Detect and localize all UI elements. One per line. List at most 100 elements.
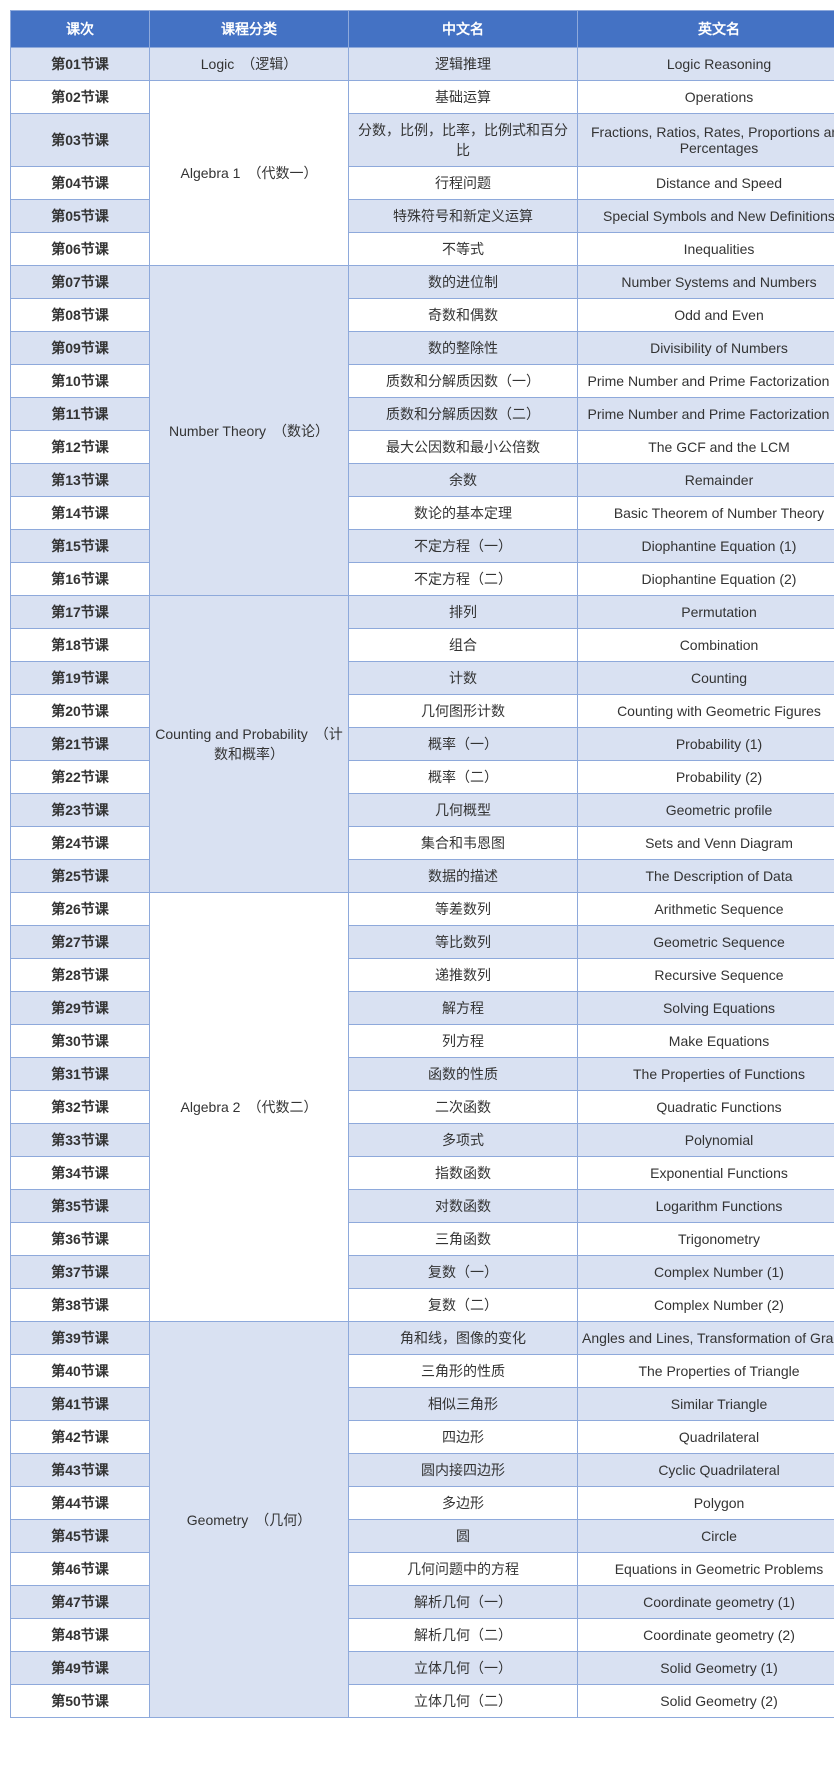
cn-cell: 数的整除性 — [349, 332, 578, 365]
lesson-cell: 第42节课 — [11, 1421, 150, 1454]
cn-cell: 复数（一） — [349, 1256, 578, 1289]
cn-cell: 三角形的性质 — [349, 1355, 578, 1388]
lesson-cell: 第22节课 — [11, 761, 150, 794]
en-cell: Angles and Lines, Transformation of Grap… — [578, 1322, 834, 1355]
table-row: 第14节课数论的基本定理Basic Theorem of Number Theo… — [11, 497, 834, 530]
table-row: 第05节课特殊符号和新定义运算Special Symbols and New D… — [11, 200, 834, 233]
lesson-cell: 第36节课 — [11, 1223, 150, 1256]
en-cell: Permutation — [578, 596, 834, 629]
en-cell: Complex Number (1) — [578, 1256, 834, 1289]
table-row: 第25节课数据的描述The Description of Data — [11, 860, 834, 893]
table-row: 第48节课 解析几何（二）Coordinate geometry (2) — [11, 1619, 834, 1652]
en-cell: Similar Triangle — [578, 1388, 834, 1421]
table-row: 第10节课质数和分解质因数（一）Prime Number and Prime F… — [11, 365, 834, 398]
cn-cell: 多边形 — [349, 1487, 578, 1520]
en-cell: Basic Theorem of Number Theory — [578, 497, 834, 530]
cn-cell: 逻辑推理 — [349, 48, 578, 81]
lesson-cell: 第37节课 — [11, 1256, 150, 1289]
table-body: 第01节课Logic （逻辑）逻辑推理Logic Reasoning第02节课A… — [11, 48, 834, 1718]
en-cell: Logic Reasoning — [578, 48, 834, 81]
table-row: 第03节课分数，比例，比率，比例式和百分比Fractions, Ratios, … — [11, 114, 834, 167]
category-cell: Algebra 2 （代数二） — [150, 893, 349, 1322]
table-row: 第08节课奇数和偶数Odd and Even — [11, 299, 834, 332]
lesson-cell: 第39节课 — [11, 1322, 150, 1355]
table-row: 第47节课解析几何（一）Coordinate geometry (1) — [11, 1586, 834, 1619]
cn-cell: 立体几何（二） — [349, 1685, 578, 1718]
table-row: 第07节课Number Theory （数论）数的进位制Number Syste… — [11, 266, 834, 299]
table-header: 课次 课程分类 中文名 英文名 — [11, 11, 834, 48]
cn-cell: 余数 — [349, 464, 578, 497]
en-cell: Polynomial — [578, 1124, 834, 1157]
en-cell: Logarithm Functions — [578, 1190, 834, 1223]
en-cell: Quadratic Functions — [578, 1091, 834, 1124]
cn-cell: 解方程 — [349, 992, 578, 1025]
lesson-cell: 第49节课 — [11, 1652, 150, 1685]
en-cell: Sets and Venn Diagram — [578, 827, 834, 860]
lesson-cell: 第07节课 — [11, 266, 150, 299]
lesson-cell: 第33节课 — [11, 1124, 150, 1157]
en-cell: The Description of Data — [578, 860, 834, 893]
en-cell: Fractions, Ratios, Rates, Proportions an… — [578, 114, 834, 167]
table-row: 第12节课最大公因数和最小公倍数The GCF and the LCM — [11, 431, 834, 464]
header-cn: 中文名 — [349, 11, 578, 48]
en-cell: Coordinate geometry (2) — [578, 1619, 834, 1652]
table-row: 第40节课三角形的性质The Properties of Triangle — [11, 1355, 834, 1388]
en-cell: Make Equations — [578, 1025, 834, 1058]
en-cell: Geometric profile — [578, 794, 834, 827]
lesson-cell: 第17节课 — [11, 596, 150, 629]
cn-cell: 概率（二） — [349, 761, 578, 794]
cn-cell: 解析几何（二） — [349, 1619, 578, 1652]
en-cell: Cyclic Quadrilateral — [578, 1454, 834, 1487]
en-cell: Operations — [578, 81, 834, 114]
cn-cell: 等比数列 — [349, 926, 578, 959]
cn-cell: 等差数列 — [349, 893, 578, 926]
en-cell: Recursive Sequence — [578, 959, 834, 992]
header-category: 课程分类 — [150, 11, 349, 48]
table-row: 第44节课多边形Polygon — [11, 1487, 834, 1520]
en-cell: Probability (2) — [578, 761, 834, 794]
en-cell: Diophantine Equation (1) — [578, 530, 834, 563]
lesson-cell: 第48节课 — [11, 1619, 150, 1652]
cn-cell: 概率（一） — [349, 728, 578, 761]
en-cell: Inequalities — [578, 233, 834, 266]
table-row: 第06节课不等式Inequalities — [11, 233, 834, 266]
cn-cell: 三角函数 — [349, 1223, 578, 1256]
lesson-cell: 第31节课 — [11, 1058, 150, 1091]
lesson-cell: 第28节课 — [11, 959, 150, 992]
course-table: 课次 课程分类 中文名 英文名 第01节课Logic （逻辑）逻辑推理Logic… — [10, 10, 834, 1718]
cn-cell: 指数函数 — [349, 1157, 578, 1190]
en-cell: Solid Geometry (1) — [578, 1652, 834, 1685]
lesson-cell: 第09节课 — [11, 332, 150, 365]
en-cell: Trigonometry — [578, 1223, 834, 1256]
en-cell: The Properties of Functions — [578, 1058, 834, 1091]
lesson-cell: 第20节课 — [11, 695, 150, 728]
lesson-cell: 第45节课 — [11, 1520, 150, 1553]
cn-cell: 圆 — [349, 1520, 578, 1553]
lesson-cell: 第27节课 — [11, 926, 150, 959]
lesson-cell: 第29节课 — [11, 992, 150, 1025]
cn-cell: 不定方程（二） — [349, 563, 578, 596]
table-row: 第23节课几何概型Geometric profile — [11, 794, 834, 827]
table-row: 第32节课二次函数Quadratic Functions — [11, 1091, 834, 1124]
table-row: 第16节课不定方程（二）Diophantine Equation (2) — [11, 563, 834, 596]
cn-cell: 对数函数 — [349, 1190, 578, 1223]
lesson-cell: 第38节课 — [11, 1289, 150, 1322]
cn-cell: 函数的性质 — [349, 1058, 578, 1091]
cn-cell: 几何图形计数 — [349, 695, 578, 728]
table-row: 第26节课Algebra 2 （代数二）等差数列Arithmetic Seque… — [11, 893, 834, 926]
table-row: 第38节课复数（二）Complex Number (2) — [11, 1289, 834, 1322]
cn-cell: 圆内接四边形 — [349, 1454, 578, 1487]
lesson-cell: 第05节课 — [11, 200, 150, 233]
lesson-cell: 第11节课 — [11, 398, 150, 431]
category-cell: Geometry （几何） — [150, 1322, 349, 1718]
cn-cell: 相似三角形 — [349, 1388, 578, 1421]
table-row: 第19节课计数Counting — [11, 662, 834, 695]
category-cell: Algebra 1 （代数一） — [150, 81, 349, 266]
category-cell: Logic （逻辑） — [150, 48, 349, 81]
lesson-cell: 第26节课 — [11, 893, 150, 926]
cn-cell: 二次函数 — [349, 1091, 578, 1124]
en-cell: Arithmetic Sequence — [578, 893, 834, 926]
en-cell: Divisibility of Numbers — [578, 332, 834, 365]
en-cell: Distance and Speed — [578, 167, 834, 200]
table-row: 第15节课不定方程（一）Diophantine Equation (1) — [11, 530, 834, 563]
